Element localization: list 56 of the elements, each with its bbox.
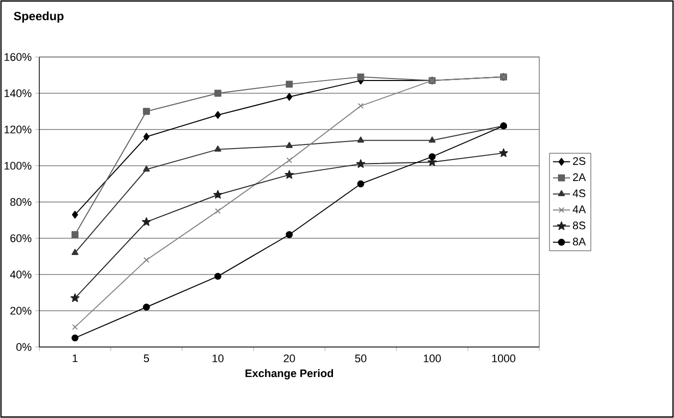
chart-title: Speedup: [14, 12, 64, 23]
legend-label: 4A: [572, 206, 586, 214]
point: [357, 73, 364, 80]
x-tick-label: 1: [72, 354, 78, 362]
point: [286, 92, 292, 101]
point: [284, 170, 294, 179]
point: [286, 80, 293, 88]
point: [213, 190, 222, 199]
point: [72, 334, 78, 342]
legend-label: 2S: [573, 157, 586, 165]
point: [144, 257, 150, 263]
point: [428, 136, 436, 143]
point: [72, 324, 78, 330]
point: [72, 248, 78, 255]
point: [357, 136, 364, 143]
legend-label: 8A: [572, 238, 586, 246]
x-tick-label: 20: [284, 354, 295, 362]
x-axis-title: Exchange Period: [246, 369, 334, 380]
point: [358, 103, 364, 109]
y-tick-label: 140%: [4, 89, 32, 98]
point: [70, 293, 80, 302]
y-tick-label: 0%: [16, 343, 32, 351]
point: [142, 304, 150, 311]
point: [214, 111, 221, 119]
x-tick-label: 50: [355, 354, 366, 362]
y-tick-label: 40%: [10, 270, 32, 278]
point: [214, 146, 222, 152]
y-tick-label: 120%: [4, 126, 32, 134]
point: [214, 208, 221, 214]
point: [214, 90, 222, 97]
point: [143, 132, 150, 141]
y-tick-label: 60%: [10, 234, 32, 242]
point: [143, 165, 150, 172]
point: [286, 142, 293, 148]
y-tick-label: 100%: [4, 162, 32, 170]
x-tick-label: 100: [424, 354, 441, 362]
y-tick-label: 20%: [10, 306, 32, 315]
x-tick-label: 1000: [492, 354, 516, 362]
point: [142, 217, 151, 226]
legend-label: 8S: [572, 222, 586, 230]
point: [142, 108, 150, 115]
point: [356, 159, 366, 168]
point: [214, 272, 222, 280]
point: [286, 157, 292, 164]
y-tick-label: 160%: [4, 53, 32, 61]
point: [72, 210, 78, 219]
point: [286, 231, 293, 238]
legend-label: 4S: [572, 189, 586, 198]
point: [499, 148, 508, 157]
point: [72, 231, 78, 238]
x-tick-label: 10: [212, 354, 224, 362]
legend-label: 2A: [573, 173, 586, 181]
point: [428, 153, 436, 160]
y-tick-label: 80%: [10, 198, 32, 206]
x-tick-label: 5: [144, 354, 150, 362]
point: [357, 180, 364, 188]
